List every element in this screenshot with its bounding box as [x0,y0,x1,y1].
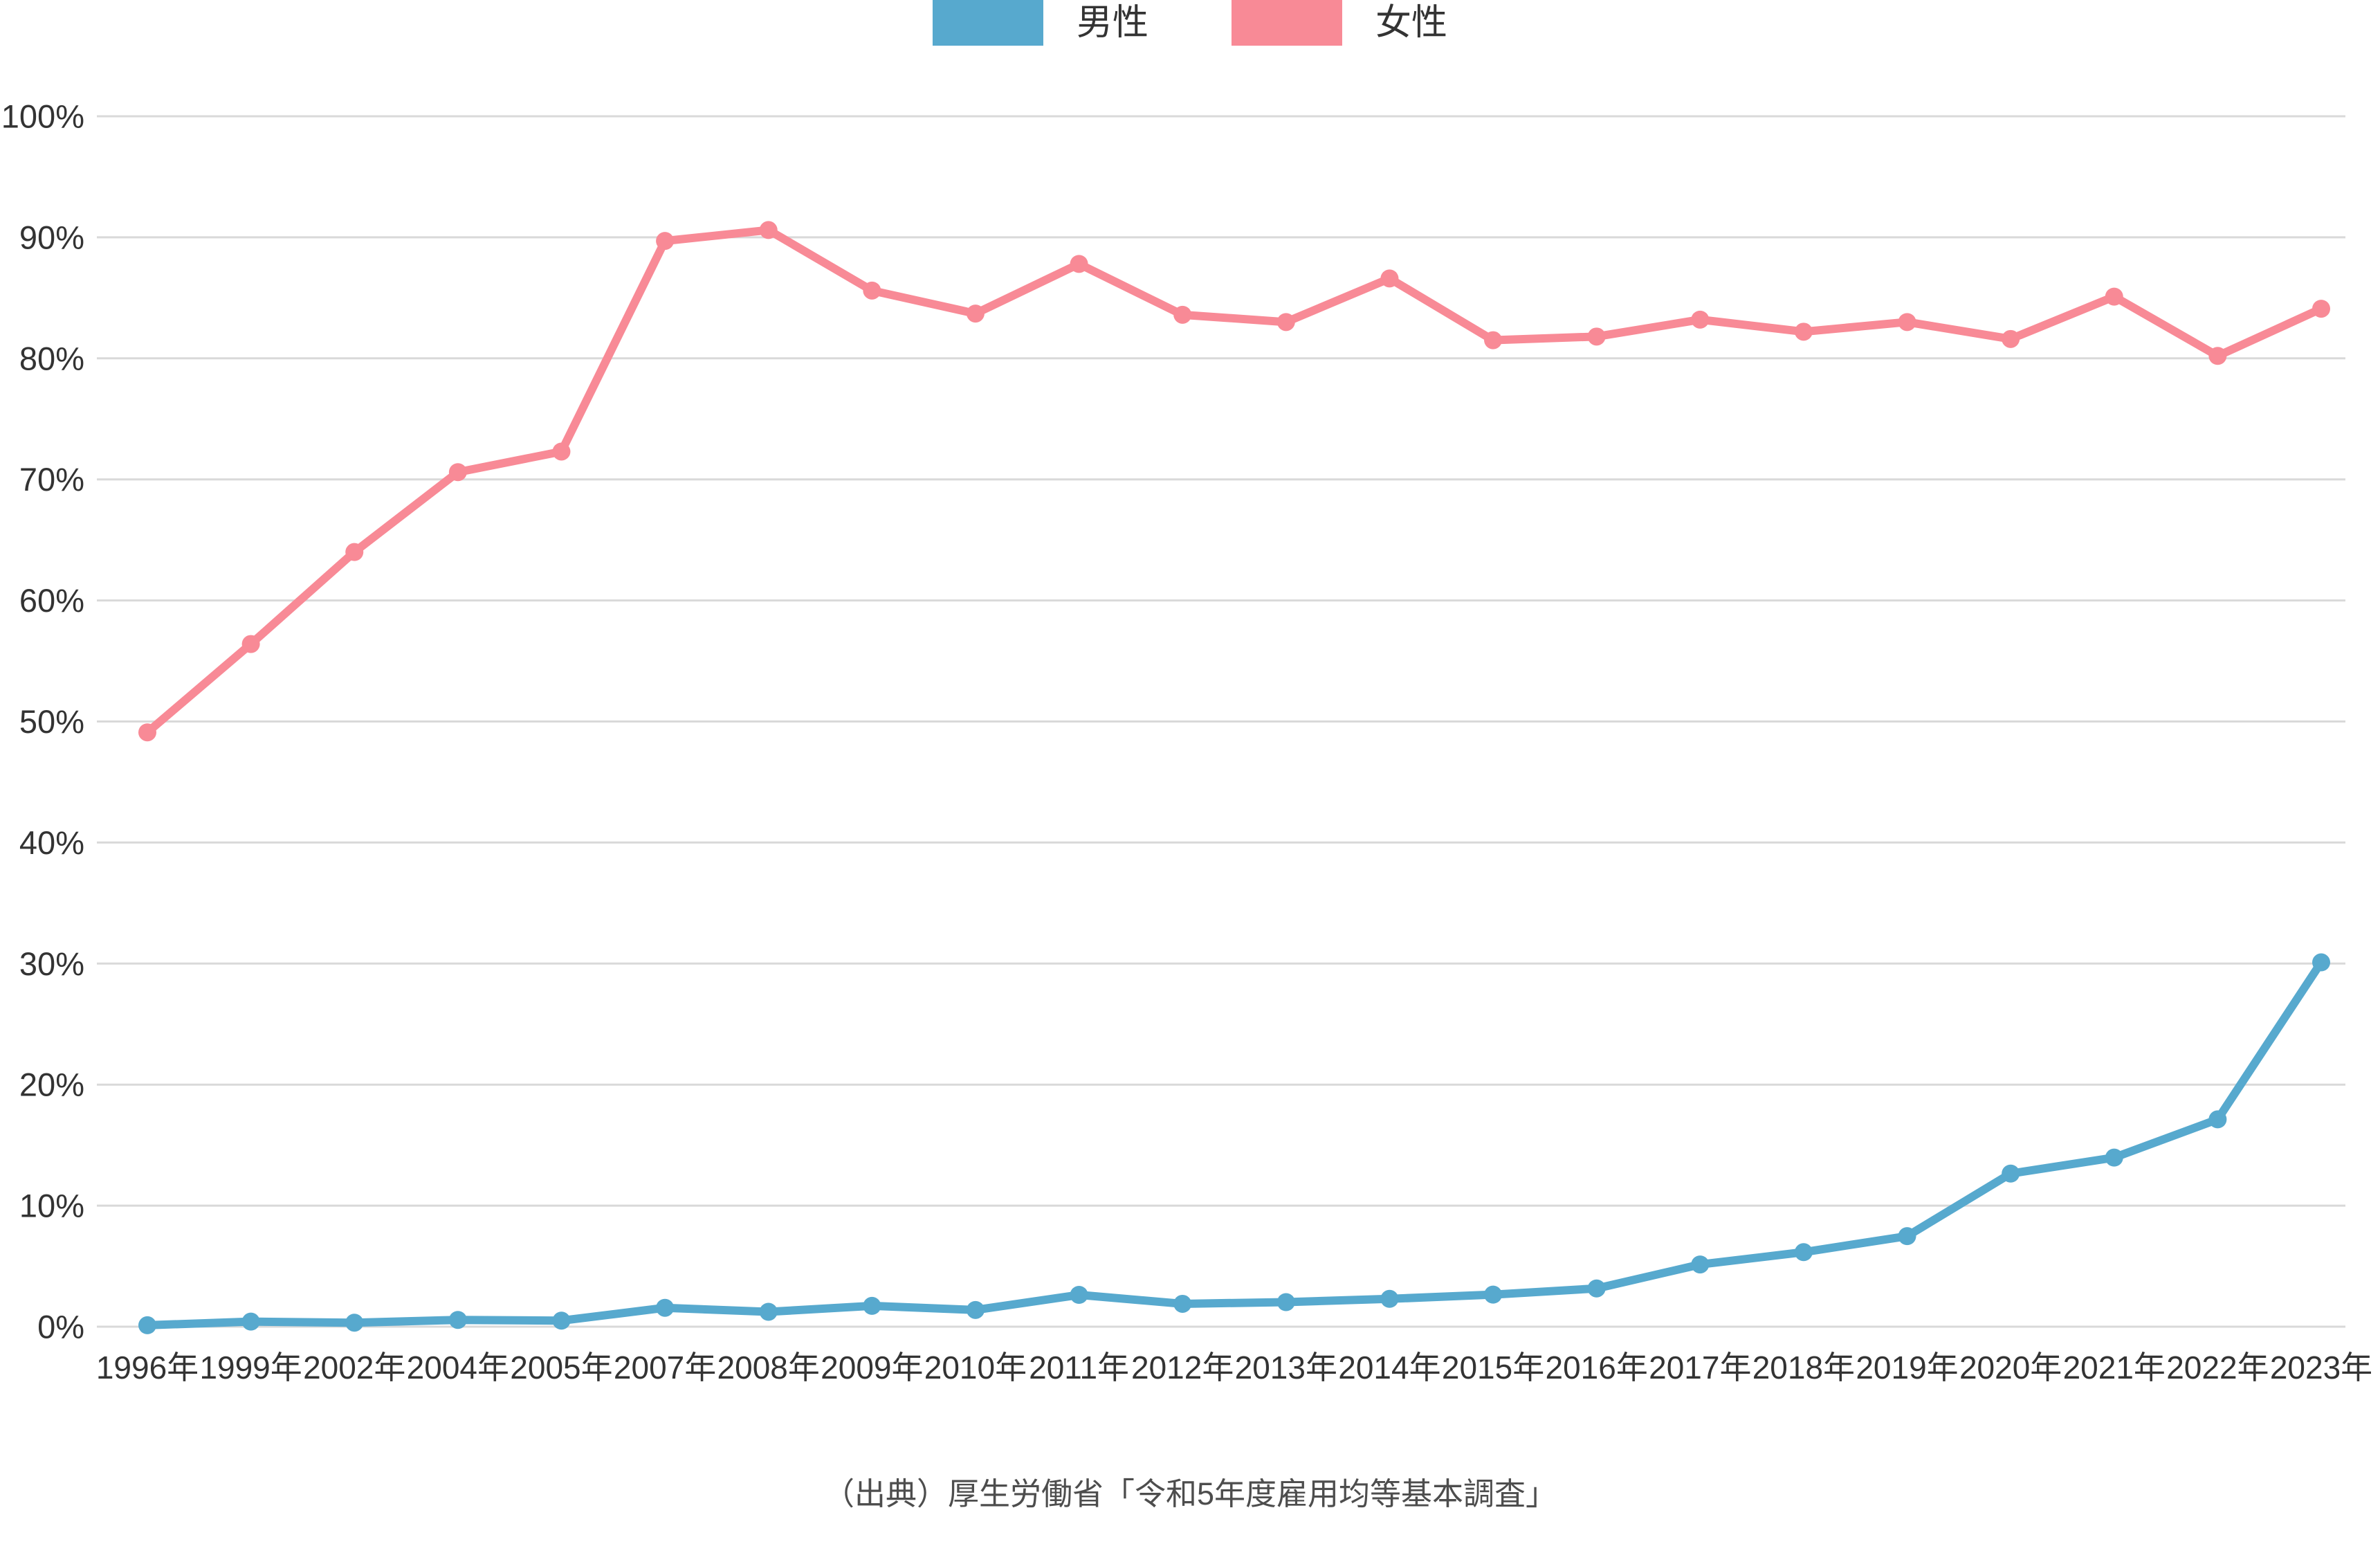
data-point-marker [1587,327,1606,346]
data-point-marker [656,1298,675,1317]
data-point-marker [1898,1227,1916,1246]
y-axis-label: 50% [19,703,84,740]
x-axis-label: 2021年 [2063,1350,2166,1386]
legend-item-male: 男性 [932,0,1148,46]
data-point-marker [1587,1279,1606,1298]
x-axis-label: 1996年 [96,1350,199,1386]
data-point-marker [1484,1285,1503,1304]
data-point-marker [241,635,260,653]
x-axis-label: 2014年 [1338,1350,1440,1386]
data-point-marker [759,221,778,239]
x-axis-label: 2012年 [1131,1350,1234,1386]
data-point-marker [1380,1289,1399,1308]
data-point-marker [1173,1294,1192,1313]
x-axis-label: 2016年 [1545,1350,1647,1386]
x-axis-label: 2007年 [614,1350,716,1386]
x-axis-labels: 1996年 1999年 2002年 2004年 2005年 2007年 2008年 2009年… [96,1350,2372,1386]
data-point-marker [656,232,675,251]
data-point-marker [1898,313,1916,332]
data-point-marker [1691,310,1710,329]
data-point-marker [966,1300,985,1319]
x-axis-label: 2013年 [1235,1350,1337,1386]
data-point-marker [552,442,571,461]
male-series-swatch [932,0,1043,46]
data-point-marker [448,1311,467,1329]
y-axis-label: 40% [19,824,84,861]
series-line [143,958,2325,1329]
x-axis-label: 2018年 [1752,1350,1855,1386]
data-point-marker [1276,313,1295,332]
y-axis-label: 20% [19,1066,84,1103]
data-point-marker [1691,1255,1710,1274]
data-point-marker [2105,1148,2123,1167]
x-axis-label: 2020年 [1959,1350,2062,1386]
x-axis-label: 2023年 [2270,1350,2372,1386]
y-axis-label: 70% [19,461,84,498]
data-point-marker [2105,287,2123,306]
y-axis-label: 80% [19,340,84,376]
x-axis-label: 1999年 [199,1350,302,1386]
y-axis-label: 90% [19,219,84,255]
y-axis-label: 100% [1,98,84,135]
legend-label-male: 男性 [1076,3,1148,43]
data-point-marker [759,1302,778,1321]
data-point-marker [241,1312,260,1331]
data-point-marker [138,1316,156,1334]
data-point-marker [448,463,467,482]
data-point-marker [1380,269,1399,288]
x-axis-label: 2002年 [303,1350,405,1386]
data-point-marker [1794,1243,1813,1262]
x-axis-label: 2008年 [717,1350,820,1386]
x-axis-label: 2015年 [1442,1350,1544,1386]
x-axis-label: 2011年 [1029,1350,1129,1386]
x-axis-label: 2022年 [2166,1350,2269,1386]
legend-item-female: 女性 [1232,0,1447,46]
x-axis-label: 2004年 [407,1350,509,1386]
data-point-marker [863,281,881,300]
data-point-marker [966,305,985,323]
data-point-marker [1276,1293,1295,1311]
data-point-marker [1794,323,1813,341]
data-point-marker [2312,953,2330,972]
data-point-marker [2208,347,2227,365]
data-point-marker [552,1311,571,1330]
x-axis-label: 2017年 [1649,1350,1751,1386]
data-point-marker [1070,255,1088,273]
data-point-marker [2002,329,2020,348]
series-male [138,953,2330,1334]
female-series-swatch [1232,0,1342,46]
data-point-marker [138,723,156,742]
source-caption: （出典）厚生労働省「令和5年度雇用均等基本調査」 [823,1476,1557,1511]
x-axis-label: 2009年 [821,1350,923,1386]
y-axis-label: 60% [19,582,84,619]
y-axis-label: 30% [19,945,84,982]
data-point-marker [863,1296,881,1315]
gridlines [97,115,2345,1328]
y-axis-label: 0% [37,1309,84,1345]
data-point-marker [2312,300,2330,318]
chart-legend: 男性 女性 [932,0,1447,46]
series-line [143,226,2325,737]
x-axis-label: 2019年 [1856,1350,1958,1386]
data-point-marker [345,1314,364,1332]
legend-label-female: 女性 [1375,3,1448,43]
data-point-marker [2208,1110,2227,1129]
y-axis-labels: 0% 10% 20% 30% 40% 50% 60% 70% 80% 90% 100% [1,98,84,1345]
data-point-marker [1173,305,1192,324]
data-point-marker [345,543,364,561]
y-axis-label: 10% [19,1188,84,1224]
x-axis-label: 2005年 [510,1350,612,1386]
data-point-marker [1484,331,1503,349]
series-female [138,221,2330,742]
data-point-marker [1070,1286,1088,1305]
x-axis-label: 2010年 [924,1350,1027,1386]
data-point-marker [2002,1164,2020,1183]
